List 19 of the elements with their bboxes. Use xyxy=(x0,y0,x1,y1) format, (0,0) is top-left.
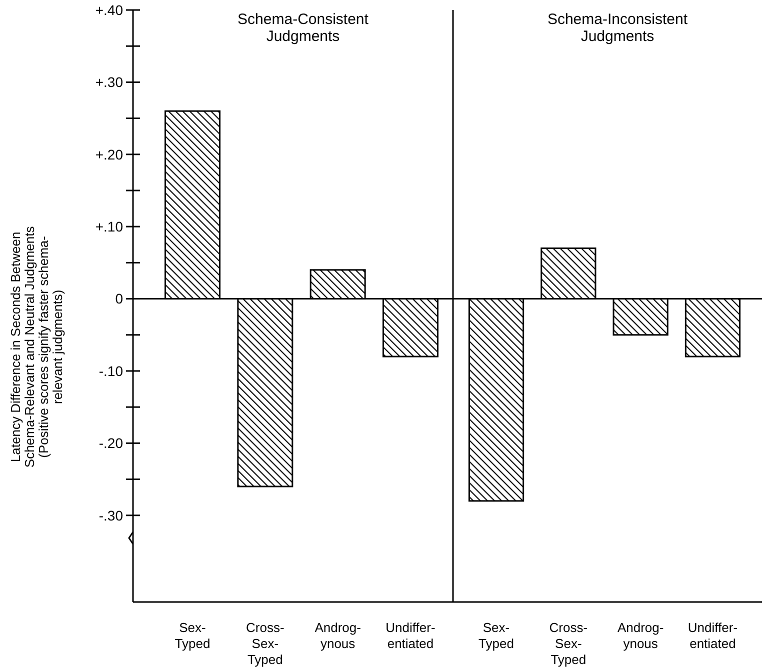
x-tick-label: Cross- Sex- Typed xyxy=(549,620,588,667)
y-tick-label: -.20 xyxy=(98,435,124,452)
y-tick-label: -.30 xyxy=(98,507,124,524)
x-tick-label: Cross- Sex- Typed xyxy=(246,620,284,667)
y-tick-label: +.20 xyxy=(95,146,124,162)
x-tick-label: Androg- ynous xyxy=(314,620,361,651)
y-tick-label: -.10 xyxy=(98,362,124,379)
y-tick-label: +.10 xyxy=(95,218,124,234)
x-tick-label: Undiffer- entiated xyxy=(386,620,436,651)
x-tick-label: Sex- Typed xyxy=(478,620,514,651)
y-tick-label: +.30 xyxy=(95,74,124,90)
text: Schema-Inconsistent Judgments xyxy=(547,11,688,45)
y-tick-label: 0 xyxy=(115,290,124,307)
y-tick-label: +.40 xyxy=(95,2,124,18)
y-axis-title: Latency Difference in Seconds Between Schema-Relevant and Neutral Judgments (Positive scores signify faster schema- relevant judgments) xyxy=(8,226,65,468)
x-tick-label: Undiffer- entiated xyxy=(688,620,738,651)
x-tick-label: Sex- Typed xyxy=(174,620,210,651)
text: Schema-Consistent Judgments xyxy=(238,11,370,45)
x-tick-label: Androg- ynous xyxy=(617,620,664,651)
